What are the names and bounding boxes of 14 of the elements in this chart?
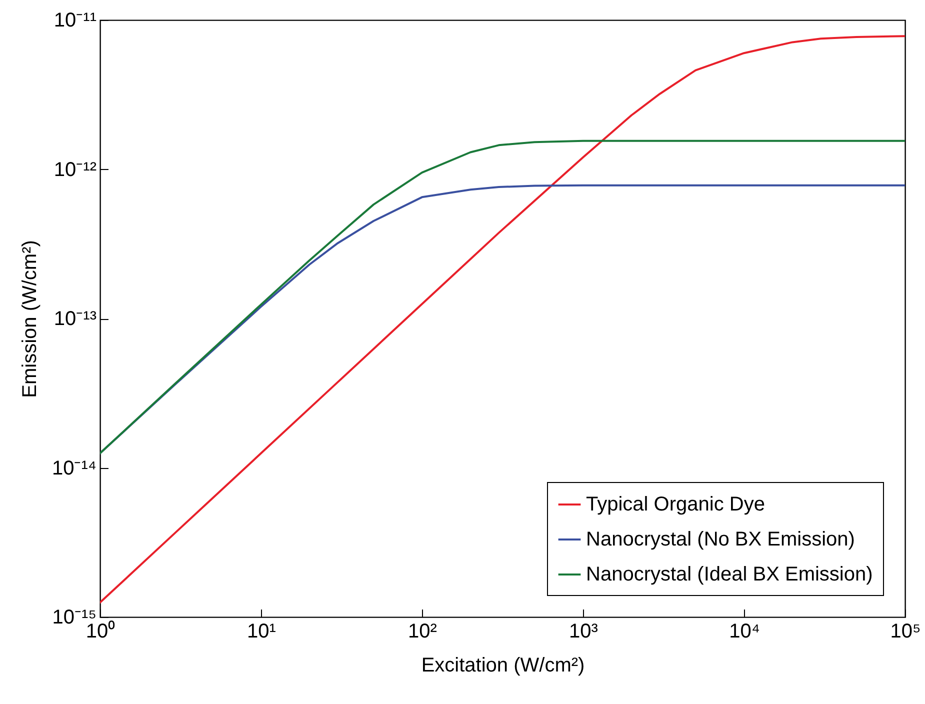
- legend-label: Typical Organic Dye: [586, 494, 765, 516]
- y-axis-title: Emission (W/cm²): [19, 240, 41, 398]
- legend-label: Nanocrystal (No BX Emission): [586, 528, 855, 550]
- x-tick-label: 10¹: [247, 620, 276, 642]
- y-tick-label: 10⁻¹³: [54, 308, 97, 330]
- y-tick-label: 10⁻¹²: [54, 158, 97, 181]
- x-tick-label: 10²: [408, 620, 438, 642]
- x-axis-title: Excitation (W/cm²): [421, 654, 585, 676]
- x-tick-label: 10⁵: [890, 620, 921, 642]
- legend-label: Nanocrystal (Ideal BX Emission): [586, 564, 873, 586]
- y-tick-label: 10⁻¹¹: [54, 10, 97, 32]
- y-tick-label: 10⁻¹⁴: [52, 457, 96, 480]
- x-tick-label: 10⁴: [729, 620, 760, 642]
- x-tick-label: 10³: [569, 620, 598, 642]
